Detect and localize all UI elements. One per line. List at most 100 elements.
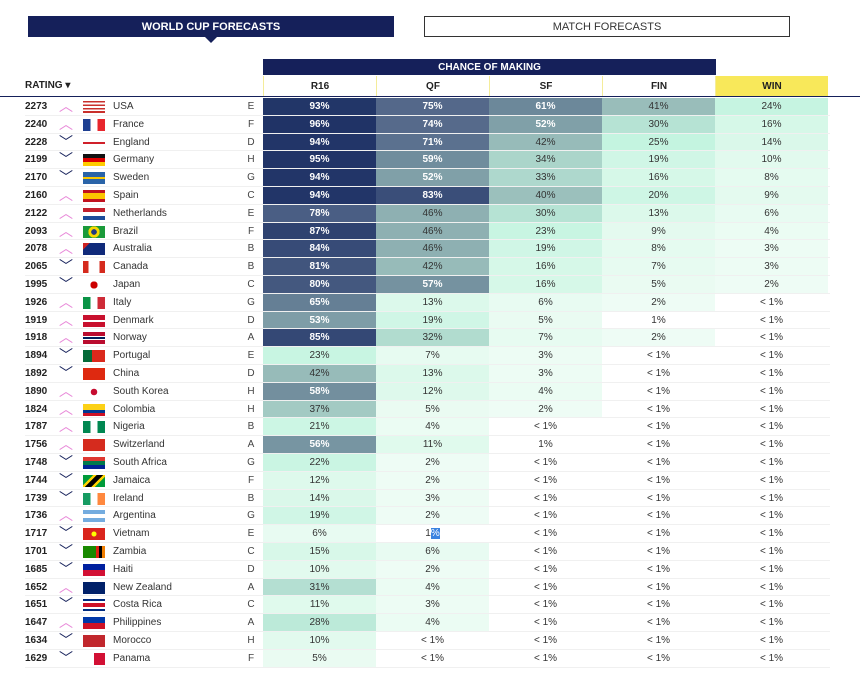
cell-fin: 1% (602, 311, 715, 329)
cell-win: < 1% (715, 311, 828, 329)
team-name[interactable]: Australia (113, 243, 152, 255)
cell-r16: 28% (263, 614, 376, 631)
cell-win: < 1% (715, 596, 828, 614)
trend-down-icon: ﹀ (59, 489, 73, 506)
team-name[interactable]: Netherlands (113, 207, 167, 219)
rating-sort-header[interactable]: RATING ▾ (25, 80, 71, 91)
team-name[interactable]: South Korea (113, 385, 169, 397)
cell-fin: < 1% (602, 436, 715, 453)
table-row: 1892 ﹀ China D 42% 13% 3% < 1% < 1% (0, 364, 830, 383)
team-name[interactable]: Ireland (113, 492, 144, 504)
cell-r16: 23% (263, 347, 376, 364)
cell-r16: 93% (263, 98, 376, 115)
cell-win: < 1% (715, 560, 828, 578)
flag-philippines-icon (83, 617, 105, 630)
group: G (247, 510, 255, 522)
flag-germany-icon (83, 154, 105, 167)
table-row: 1634 ﹀ Morocco H 10% < 1% < 1% < 1% < 1% (0, 631, 830, 650)
rating: 2170 (25, 172, 48, 184)
team-name[interactable]: Argentina (113, 510, 156, 522)
team-name[interactable]: Haiti (113, 563, 134, 575)
team-name[interactable]: Switzerland (113, 439, 165, 451)
tab-world-cup-forecasts[interactable]: WORLD CUP FORECASTS (28, 16, 394, 43)
cell-sf: 1% (489, 436, 602, 453)
team-name[interactable]: Germany (113, 154, 155, 166)
flag-netherlands-icon (83, 207, 105, 220)
team-name[interactable]: Jamaica (113, 474, 151, 486)
table-row: 2160 ︿ Spain C 94% 83% 40% 20% 9% (0, 186, 830, 205)
trend-up-icon: ︿ (59, 507, 73, 524)
rating: 1926 (25, 296, 48, 308)
team-name[interactable]: Vietnam (113, 528, 150, 540)
rating: 2065 (25, 261, 48, 273)
cell-r16: 5% (263, 649, 376, 667)
team-name[interactable]: Norway (113, 332, 147, 344)
rating: 1787 (25, 421, 48, 433)
cell-qf: 71% (376, 133, 489, 151)
trend-down-icon: ﹀ (59, 631, 73, 648)
flag-italy-icon (83, 296, 105, 309)
column-header-fin[interactable]: FIN (602, 76, 715, 96)
trend-up-icon: ︿ (59, 382, 73, 399)
cell-win: 3% (715, 240, 828, 258)
flag-portugal-icon (83, 350, 105, 363)
team-name[interactable]: Portugal (113, 350, 151, 362)
cell-fin: < 1% (602, 453, 715, 471)
team-name[interactable]: New Zealand (113, 581, 172, 593)
team-name[interactable]: Sweden (113, 172, 150, 184)
column-header-qf[interactable]: QF (376, 76, 489, 96)
team-name[interactable]: Denmark (113, 314, 154, 326)
team-name[interactable]: Spain (113, 189, 139, 201)
flag-morocco-icon (83, 634, 105, 647)
cell-fin: < 1% (602, 507, 715, 525)
cell-win: < 1% (715, 418, 828, 436)
trend-up-icon: ︿ (59, 98, 73, 114)
cell-win: < 1% (715, 453, 828, 471)
team-name[interactable]: Brazil (113, 225, 139, 237)
cell-r16: 37% (263, 400, 376, 418)
group: E (247, 207, 255, 219)
cell-fin: < 1% (602, 400, 715, 418)
cell-qf: 83% (376, 186, 489, 204)
team-name[interactable]: China (113, 367, 140, 379)
rating: 2199 (25, 154, 48, 166)
cell-sf: 4% (489, 382, 602, 400)
group: B (247, 421, 255, 433)
trend-up-icon: ︿ (59, 578, 73, 595)
cell-fin: 30% (602, 115, 715, 133)
team-name[interactable]: Colombia (113, 403, 156, 415)
team-name[interactable]: Costa Rica (113, 599, 162, 611)
cell-sf: < 1% (489, 471, 602, 489)
cell-sf: 40% (489, 186, 602, 204)
cell-sf: 23% (489, 222, 602, 240)
group: D (247, 314, 255, 326)
column-header-sf[interactable]: SF (489, 76, 602, 96)
team-name[interactable]: Philippines (113, 617, 162, 629)
cell-r16: 53% (263, 311, 376, 329)
flag-france-icon (83, 118, 105, 131)
team-name[interactable]: Canada (113, 261, 149, 273)
cell-r16: 21% (263, 418, 376, 436)
team-name[interactable]: England (113, 136, 150, 148)
team-name[interactable]: Morocco (113, 634, 152, 646)
team-name[interactable]: France (113, 118, 145, 130)
team-name[interactable]: Panama (113, 652, 151, 664)
column-header-r16[interactable]: R16 (263, 76, 376, 96)
cell-qf: 13% (376, 293, 489, 311)
rating: 1701 (25, 545, 48, 557)
table-row: 1651 ﹀ Costa Rica C 11% 3% < 1% < 1% < 1% (0, 596, 830, 614)
trend-down-icon: ﹀ (59, 525, 73, 542)
team-name[interactable]: Italy (113, 296, 132, 308)
cell-win: < 1% (715, 614, 828, 631)
cell-qf: 57% (376, 275, 489, 293)
team-name[interactable]: South Africa (113, 456, 167, 468)
team-name[interactable]: Zambia (113, 545, 147, 557)
tab-match-forecasts[interactable]: MATCH FORECASTS (424, 16, 790, 37)
team-name[interactable]: Japan (113, 278, 141, 290)
column-header-win[interactable]: WIN (715, 76, 828, 96)
cell-r16: 22% (263, 453, 376, 471)
team-name[interactable]: USA (113, 101, 134, 112)
group: D (247, 367, 255, 379)
group: F (247, 652, 255, 664)
team-name[interactable]: Nigeria (113, 421, 145, 433)
